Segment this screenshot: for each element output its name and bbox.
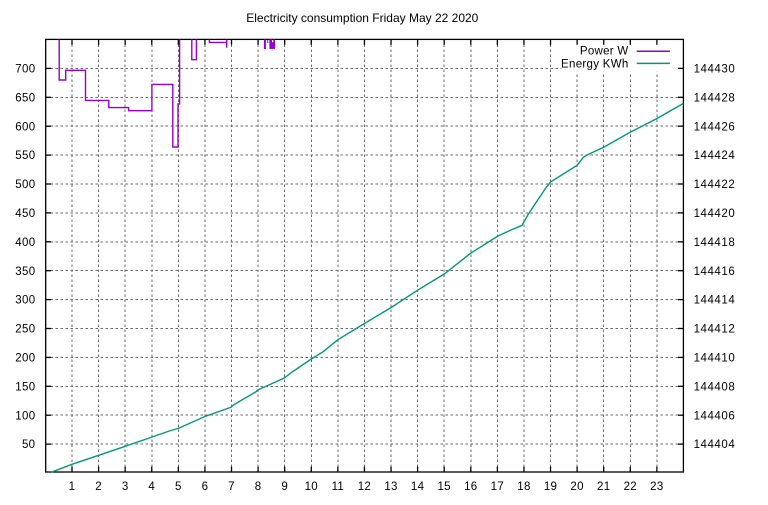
- svg-text:450: 450: [15, 208, 35, 220]
- svg-text:300: 300: [15, 295, 35, 307]
- svg-text:21: 21: [597, 481, 610, 493]
- svg-text:23: 23: [650, 481, 663, 493]
- svg-text:17: 17: [491, 481, 504, 493]
- svg-text:550: 550: [15, 150, 35, 162]
- svg-text:2: 2: [95, 481, 102, 493]
- svg-text:144424: 144424: [694, 150, 736, 162]
- svg-text:7: 7: [228, 481, 235, 493]
- svg-text:9: 9: [281, 481, 288, 493]
- svg-text:200: 200: [15, 353, 35, 365]
- svg-text:5: 5: [175, 481, 182, 493]
- svg-text:22: 22: [624, 481, 637, 493]
- svg-text:150: 150: [15, 381, 35, 393]
- svg-text:144404: 144404: [694, 439, 736, 451]
- svg-text:144422: 144422: [694, 179, 736, 191]
- svg-text:500: 500: [15, 179, 35, 191]
- svg-text:100: 100: [15, 410, 35, 422]
- svg-text:250: 250: [15, 324, 35, 336]
- svg-text:6: 6: [202, 481, 209, 493]
- svg-text:3: 3: [122, 481, 129, 493]
- svg-text:12: 12: [358, 481, 371, 493]
- svg-text:144430: 144430: [694, 64, 736, 76]
- svg-text:144410: 144410: [694, 353, 736, 365]
- svg-text:700: 700: [15, 64, 35, 76]
- svg-text:144420: 144420: [694, 208, 736, 220]
- svg-text:13: 13: [384, 481, 397, 493]
- svg-text:10: 10: [305, 481, 318, 493]
- svg-text:600: 600: [15, 121, 35, 133]
- svg-text:8: 8: [255, 481, 262, 493]
- svg-text:11: 11: [332, 481, 345, 493]
- svg-text:400: 400: [15, 237, 35, 249]
- svg-text:18: 18: [517, 481, 530, 493]
- svg-text:20: 20: [570, 481, 583, 493]
- svg-text:350: 350: [15, 266, 35, 278]
- svg-text:650: 650: [15, 92, 35, 104]
- svg-text:144406: 144406: [694, 410, 736, 422]
- svg-text:Energy KWh: Energy KWh: [561, 58, 629, 70]
- svg-text:16: 16: [464, 481, 477, 493]
- svg-text:144428: 144428: [694, 92, 736, 104]
- svg-text:14: 14: [411, 481, 425, 493]
- svg-text:19: 19: [544, 481, 557, 493]
- svg-text:4: 4: [148, 481, 155, 493]
- svg-text:15: 15: [437, 481, 450, 493]
- svg-text:1: 1: [69, 481, 76, 493]
- svg-text:50: 50: [22, 439, 35, 451]
- svg-text:144414: 144414: [694, 295, 736, 307]
- svg-text:Power W: Power W: [580, 46, 629, 58]
- svg-text:Electricity consumption Friday: Electricity consumption Friday May 22 20…: [246, 11, 478, 25]
- svg-text:144418: 144418: [694, 237, 736, 249]
- svg-text:144408: 144408: [694, 381, 736, 393]
- svg-text:144426: 144426: [694, 121, 736, 133]
- svg-text:144416: 144416: [694, 266, 736, 278]
- svg-text:144412: 144412: [694, 324, 736, 336]
